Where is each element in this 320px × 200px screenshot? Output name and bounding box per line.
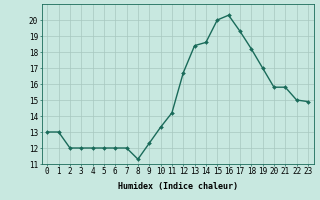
X-axis label: Humidex (Indice chaleur): Humidex (Indice chaleur) xyxy=(118,182,237,191)
